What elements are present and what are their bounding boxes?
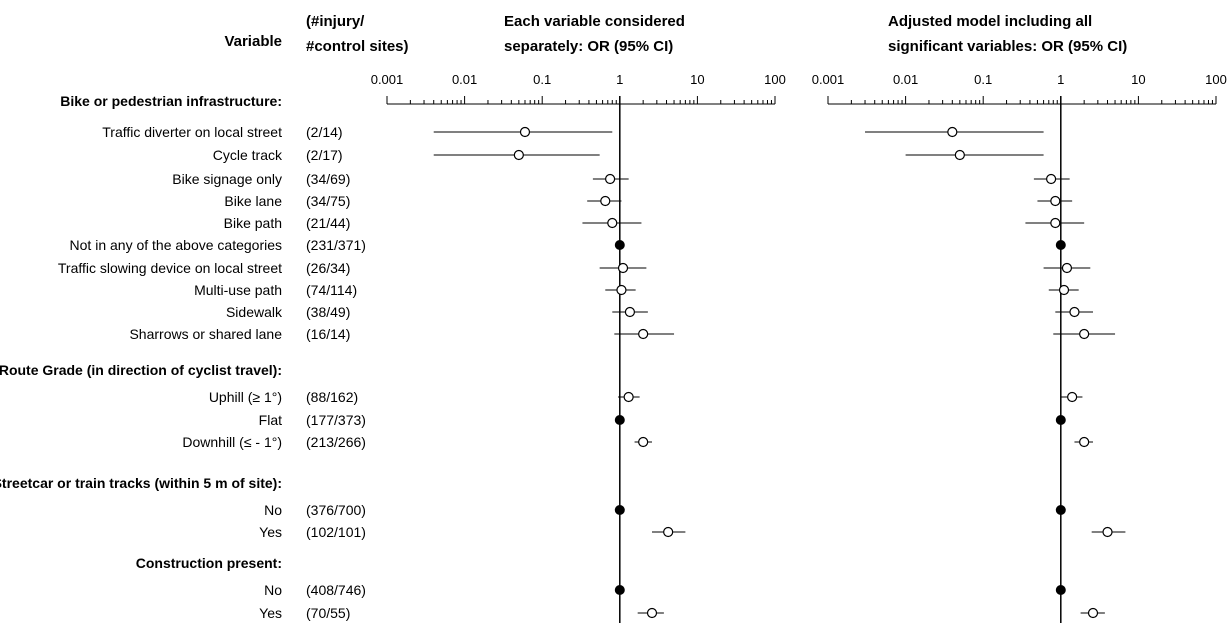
row-counts: (38/49) <box>306 304 350 320</box>
row-counts: (2/14) <box>306 124 343 140</box>
header-counts-line1: (#injury/ <box>306 13 365 30</box>
reference-point <box>614 585 625 595</box>
row-label: Sidewalk <box>226 304 283 320</box>
or-point <box>663 526 674 538</box>
or-point <box>623 391 634 403</box>
row-counts: (16/14) <box>306 326 350 342</box>
tick-label: 0.001 <box>371 72 404 87</box>
row-label: Downhill (≤ - 1°) <box>182 434 282 450</box>
row-labels-layer: Traffic diverter on local street (2/14) Cy… <box>58 124 366 621</box>
or-point <box>638 436 649 448</box>
tick-label: 10 <box>690 72 704 87</box>
or-point <box>1061 262 1073 274</box>
or-point <box>1087 607 1099 619</box>
or-point <box>519 126 531 138</box>
or-point <box>513 149 524 161</box>
header-left-line1: Each variable considered <box>504 13 685 30</box>
section-construction-title: Construction present: <box>136 555 282 571</box>
tick-label: 100 <box>1205 72 1227 87</box>
row-counts: (177/373) <box>306 412 366 428</box>
row-counts: (213/266) <box>306 434 366 450</box>
tick-label: 0.1 <box>533 72 551 87</box>
row-label: Bike signage only <box>172 171 282 187</box>
or-point <box>1058 284 1070 296</box>
row-label: Flat <box>259 412 282 428</box>
tick-label: 1 <box>616 72 623 87</box>
tick-label: 0.001 <box>812 72 845 87</box>
reference-point <box>1055 415 1066 425</box>
or-point <box>617 262 629 274</box>
or-point <box>646 607 658 619</box>
or-point <box>954 149 965 161</box>
header-counts-line2: #control sites) <box>306 38 409 55</box>
row-counts: (88/162) <box>306 389 358 405</box>
row-label: Yes <box>259 524 282 540</box>
row-label: Bike path <box>224 215 282 231</box>
or-point <box>607 217 618 229</box>
reference-point <box>1055 505 1066 515</box>
row-counts: (70/55) <box>306 605 350 621</box>
reference-point <box>614 415 625 425</box>
or-point <box>1069 306 1080 318</box>
left-forest-panel: 0.001 0.01 0.1 1 10 100 <box>371 72 786 623</box>
reference-point <box>614 505 625 515</box>
row-label: Traffic diverter on local street <box>102 124 282 140</box>
section-route-grade-title: Route Grade (in direction of cyclist tra… <box>0 362 282 378</box>
row-label: Not in any of the above categories <box>70 237 282 253</box>
row-label: No <box>264 582 282 598</box>
row-label: Uphill (≥ 1°) <box>209 389 282 405</box>
reference-point <box>1055 240 1066 250</box>
row-counts: (34/69) <box>306 171 350 187</box>
section-tracks-title: Streetcar or train tracks (within 5 m of… <box>0 475 282 491</box>
row-counts: (2/17) <box>306 147 343 163</box>
or-point <box>638 328 649 340</box>
header-variable: Variable <box>224 33 282 50</box>
row-label: No <box>264 502 282 518</box>
header-right-line1: Adjusted model including all <box>888 13 1092 30</box>
or-point <box>1046 173 1057 185</box>
tick-label: 0.01 <box>893 72 918 87</box>
row-counts: (74/114) <box>306 282 357 298</box>
tick-label: 0.1 <box>974 72 992 87</box>
row-label: Bike lane <box>224 193 282 209</box>
tick-label: 1 <box>1057 72 1064 87</box>
row-label: Sharrows or shared lane <box>129 326 282 342</box>
section-infrastructure-title: Bike or pedestrian infrastructure: <box>60 93 282 109</box>
row-label: Yes <box>259 605 282 621</box>
reference-point <box>614 240 625 250</box>
row-label: Cycle track <box>213 147 283 163</box>
or-point <box>947 126 958 138</box>
or-point <box>600 195 611 207</box>
row-counts: (26/34) <box>306 260 350 276</box>
or-point <box>1079 436 1090 448</box>
tick-label: 100 <box>764 72 786 87</box>
row-counts: (102/101) <box>306 524 366 540</box>
row-counts: (408/746) <box>306 582 366 598</box>
or-point <box>1102 526 1113 538</box>
tick-label: 0.01 <box>452 72 477 87</box>
or-point <box>624 306 636 318</box>
or-point <box>1050 217 1061 229</box>
row-counts: (34/75) <box>306 193 350 209</box>
or-point <box>1079 328 1090 340</box>
or-point <box>616 284 627 296</box>
row-counts: (231/371) <box>306 237 366 253</box>
or-point <box>605 173 616 185</box>
row-counts: (21/44) <box>306 215 350 231</box>
header-left-line2: separately: OR (95% CI) <box>504 38 673 55</box>
right-forest-panel: 0.001 0.01 0.1 1 10 100 <box>812 72 1227 623</box>
header-right-line2: significant variables: OR (95% CI) <box>888 38 1127 55</box>
reference-point <box>1055 585 1066 595</box>
or-point <box>1050 195 1061 207</box>
row-counts: (376/700) <box>306 502 366 518</box>
row-label: Multi-use path <box>194 282 282 298</box>
row-label: Traffic slowing device on local street <box>58 260 282 276</box>
tick-label: 10 <box>1131 72 1145 87</box>
or-point <box>1067 391 1078 403</box>
